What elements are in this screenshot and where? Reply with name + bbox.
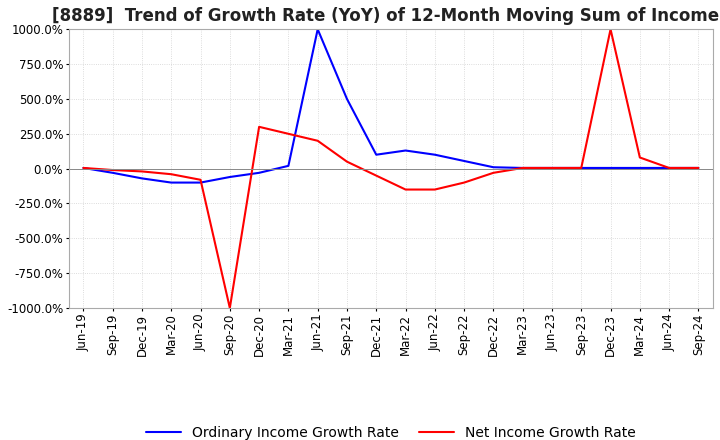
Net Income Growth Rate <box>518 165 527 171</box>
Net Income Growth Rate <box>372 173 381 178</box>
Net Income Growth Rate <box>79 165 88 171</box>
Net Income Growth Rate <box>460 180 469 185</box>
Net Income Growth Rate <box>167 172 176 177</box>
Line: Net Income Growth Rate: Net Income Growth Rate <box>84 29 698 308</box>
Net Income Growth Rate <box>665 165 673 171</box>
Net Income Growth Rate <box>606 27 615 32</box>
Net Income Growth Rate <box>225 305 234 311</box>
Net Income Growth Rate <box>108 167 117 172</box>
Net Income Growth Rate <box>636 155 644 160</box>
Ordinary Income Growth Rate <box>108 170 117 176</box>
Ordinary Income Growth Rate <box>138 176 146 181</box>
Legend: Ordinary Income Growth Rate, Net Income Growth Rate: Ordinary Income Growth Rate, Net Income … <box>140 421 642 440</box>
Ordinary Income Growth Rate <box>518 165 527 171</box>
Net Income Growth Rate <box>577 165 585 171</box>
Ordinary Income Growth Rate <box>167 180 176 185</box>
Title: [8889]  Trend of Growth Rate (YoY) of 12-Month Moving Sum of Incomes: [8889] Trend of Growth Rate (YoY) of 12-… <box>53 7 720 25</box>
Ordinary Income Growth Rate <box>255 170 264 176</box>
Net Income Growth Rate <box>694 165 703 171</box>
Ordinary Income Growth Rate <box>694 165 703 171</box>
Ordinary Income Growth Rate <box>284 163 293 169</box>
Net Income Growth Rate <box>401 187 410 192</box>
Ordinary Income Growth Rate <box>343 96 351 102</box>
Line: Ordinary Income Growth Rate: Ordinary Income Growth Rate <box>84 29 698 183</box>
Ordinary Income Growth Rate <box>79 165 88 171</box>
Ordinary Income Growth Rate <box>665 165 673 171</box>
Ordinary Income Growth Rate <box>577 165 585 171</box>
Ordinary Income Growth Rate <box>313 27 322 32</box>
Net Income Growth Rate <box>548 165 557 171</box>
Ordinary Income Growth Rate <box>548 165 557 171</box>
Ordinary Income Growth Rate <box>372 152 381 158</box>
Ordinary Income Growth Rate <box>460 158 469 164</box>
Ordinary Income Growth Rate <box>636 165 644 171</box>
Net Income Growth Rate <box>197 177 205 183</box>
Net Income Growth Rate <box>489 170 498 176</box>
Net Income Growth Rate <box>138 169 146 174</box>
Net Income Growth Rate <box>431 187 439 192</box>
Ordinary Income Growth Rate <box>225 174 234 180</box>
Ordinary Income Growth Rate <box>606 165 615 171</box>
Ordinary Income Growth Rate <box>431 152 439 158</box>
Net Income Growth Rate <box>284 131 293 136</box>
Net Income Growth Rate <box>313 138 322 143</box>
Ordinary Income Growth Rate <box>489 165 498 170</box>
Ordinary Income Growth Rate <box>197 180 205 185</box>
Net Income Growth Rate <box>343 159 351 164</box>
Ordinary Income Growth Rate <box>401 148 410 153</box>
Net Income Growth Rate <box>255 124 264 129</box>
